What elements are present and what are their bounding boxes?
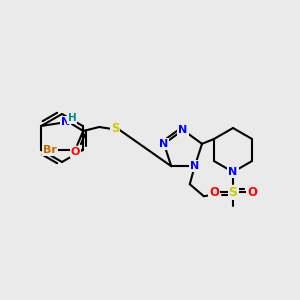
Text: O: O (70, 147, 80, 157)
Text: S: S (111, 122, 119, 136)
Text: S: S (229, 185, 238, 199)
Text: N: N (178, 125, 188, 135)
Text: N: N (190, 161, 200, 171)
Text: N: N (159, 139, 169, 149)
Text: N: N (61, 117, 70, 127)
Text: Br: Br (43, 145, 57, 155)
Text: N: N (228, 167, 238, 177)
Text: H: H (68, 113, 76, 123)
Text: O: O (247, 185, 257, 199)
Text: O: O (209, 185, 219, 199)
